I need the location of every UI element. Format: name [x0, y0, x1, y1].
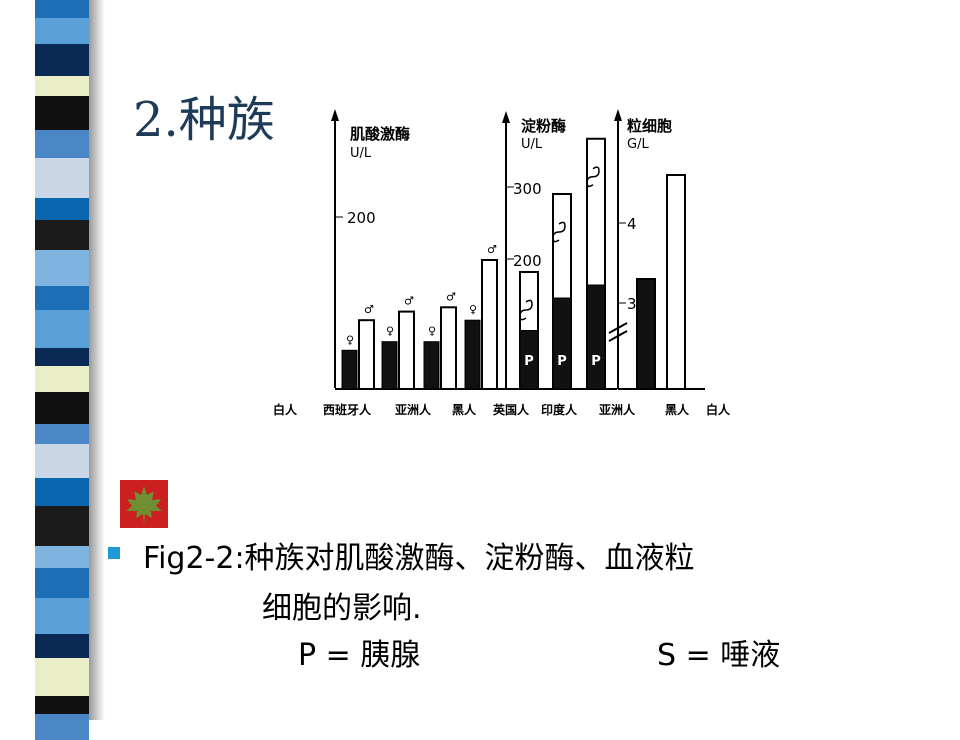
caption-p-note: P = 胰腺 [298, 638, 421, 673]
granulocyte-bar [636, 278, 656, 390]
stripe-segment [35, 198, 89, 220]
ck-bar-male-symbol: ♂ [446, 290, 456, 303]
ck-axis-unit: U/L [350, 146, 372, 161]
stripe-segment [35, 286, 89, 310]
ck-axis: 肌酸激酶 U/L 200 [331, 109, 507, 390]
ck-bar-male-symbol: ♂ [364, 303, 374, 316]
ck-bar-female-symbol: ♀ [346, 333, 354, 346]
granulocyte-axis-label: 粒细胞 [627, 117, 672, 135]
amylase-axis-label: 淀粉酶 [521, 117, 566, 135]
amylase-break-mark [519, 299, 533, 321]
stripe-segment [35, 424, 89, 444]
amylase-bar-pancreas-label: P [591, 354, 601, 369]
stripe-segment [35, 634, 89, 658]
ck-bar-female [464, 319, 481, 390]
stripe-segment [35, 444, 89, 478]
ck-bar-male [440, 306, 457, 390]
stripe-segment [35, 220, 89, 250]
caption-line-2: 细胞的影响. [262, 591, 422, 626]
amylase-tick-300: 300 [513, 180, 542, 198]
ck-bar-female [341, 349, 358, 390]
amylase-bar-pancreas-label: P [557, 354, 567, 369]
granulocyte-bars [636, 174, 686, 390]
stripe-segment [35, 714, 89, 740]
granulocyte-tick-4: 4 [627, 215, 637, 233]
amylase-break-mark [586, 166, 600, 188]
stripe-segment [35, 392, 89, 424]
ck-axis-label: 肌酸激酶 [350, 125, 410, 143]
amylase-bar-pancreas [519, 330, 539, 390]
stripe-segment [35, 310, 89, 348]
ck-bar-female-symbol: ♀ [428, 325, 436, 338]
stripe-segment [35, 568, 89, 598]
stripe-segment [35, 18, 89, 44]
ck-bar-male-symbol: ♂ [404, 295, 414, 308]
stripe-segment [35, 546, 89, 568]
race-effect-chart: 肌酸激酶 U/L 200 淀粉酶 U/L 200 300 粒细胞 G/L 4 3… [273, 109, 731, 417]
granulocyte-tick-3: 3 [627, 295, 637, 313]
slide-title: 2.种族 [133, 92, 275, 148]
stripe-segment [35, 696, 89, 714]
category-labels: 白人 西班牙人 亚洲人 黑人 英国人 印度人 亚洲人 黑人 白人 [273, 402, 731, 417]
category-label: 西班牙人 [323, 402, 372, 417]
category-label: 黑人 [452, 402, 477, 417]
category-label: 英国人 [493, 402, 530, 417]
ck-tick-200: 200 [347, 209, 376, 227]
caption-line-1: Fig2-2:种族对肌酸激酶、淀粉酶、血液粒 [143, 541, 695, 576]
bullet-marker [108, 547, 120, 559]
ck-bar-female [381, 341, 398, 390]
amylase-bar-pancreas [586, 284, 606, 390]
stripe-segment [35, 76, 89, 96]
amylase-bar-pancreas [552, 297, 572, 390]
ck-bar-male [481, 259, 498, 390]
maple-leaf-icon [120, 480, 168, 528]
stripe-segment [35, 44, 89, 76]
category-label: 白人 [706, 402, 731, 417]
ck-bar-female [423, 341, 440, 390]
amylase-tick-200: 200 [513, 252, 542, 270]
category-label: 印度人 [541, 402, 578, 417]
stripe-segment [35, 158, 89, 198]
amylase-bar-pancreas-label: P [524, 354, 534, 369]
stripe-segment [35, 658, 89, 696]
caption-s-note: S = 唾液 [657, 638, 781, 673]
granulocyte-axis: 粒细胞 G/L 4 3 [608, 109, 705, 390]
category-label: 白人 [273, 402, 298, 417]
stripe-segment [35, 348, 89, 366]
category-label: 亚洲人 [395, 402, 432, 417]
category-label: 亚洲人 [599, 402, 636, 417]
ck-bar-male-symbol: ♂ [487, 243, 497, 256]
ck-bar-female-symbol: ♀ [386, 325, 394, 338]
stripe-segment [35, 598, 89, 634]
stripe-segment [35, 478, 89, 506]
stripe-segment [35, 0, 89, 18]
stripe-segment [35, 250, 89, 286]
ck-bars: ♀ ♂ ♀ ♂ ♀ ♂ ♀ ♂ [341, 243, 498, 391]
decorative-stripe [35, 0, 89, 740]
stripe-segment [35, 130, 89, 158]
ck-bar-male [398, 310, 415, 391]
ck-bar-male [358, 319, 375, 390]
stripe-shadow [89, 0, 105, 720]
granulocyte-axis-unit: G/L [627, 137, 649, 152]
granulocyte-bar [666, 174, 686, 390]
stripe-segment [35, 96, 89, 130]
amylase-axis-unit: U/L [521, 137, 543, 152]
category-label: 黑人 [665, 402, 690, 417]
amylase-break-mark [552, 221, 566, 243]
stripe-segment [35, 506, 89, 546]
ck-bar-female-symbol: ♀ [469, 303, 477, 316]
stripe-segment [35, 366, 89, 392]
